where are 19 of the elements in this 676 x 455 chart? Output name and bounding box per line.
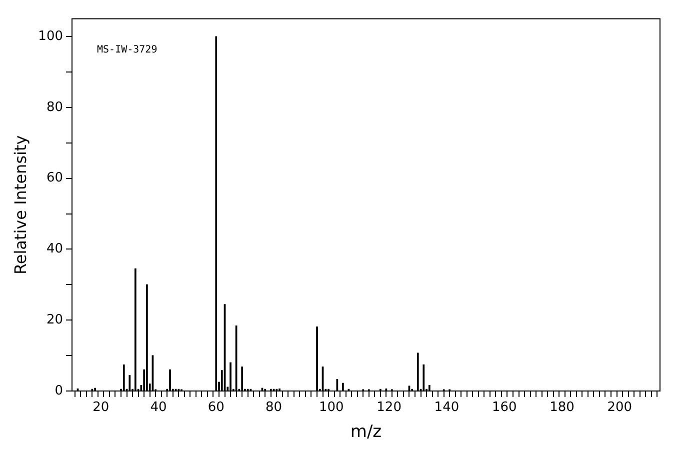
y-tick-label: 80 bbox=[46, 100, 64, 115]
x-axis-title: m/z bbox=[350, 422, 382, 442]
x-tick-label: 180 bbox=[550, 400, 574, 416]
y-tick-label: 60 bbox=[46, 170, 64, 186]
x-tick-label: 120 bbox=[376, 400, 402, 416]
x-tick-label: 80 bbox=[266, 400, 282, 416]
y-tick-label: 20 bbox=[46, 312, 64, 328]
annotation: MS-IW-3729 bbox=[97, 44, 158, 56]
x-tick-label: 40 bbox=[150, 400, 167, 416]
y-tick-label: 100 bbox=[38, 28, 64, 44]
x-tick-label: 200 bbox=[607, 400, 632, 416]
y-axis-title: Relative Intensity bbox=[10, 135, 30, 275]
x-tick-label: 100 bbox=[319, 400, 344, 416]
x-tick-label: 160 bbox=[492, 400, 517, 416]
x-tick-label: 60 bbox=[208, 400, 224, 416]
y-tick-label: 40 bbox=[46, 242, 64, 257]
x-tick-label: 140 bbox=[434, 400, 460, 416]
y-tick-label: 0 bbox=[54, 383, 64, 398]
x-tick-label: 20 bbox=[92, 400, 110, 416]
